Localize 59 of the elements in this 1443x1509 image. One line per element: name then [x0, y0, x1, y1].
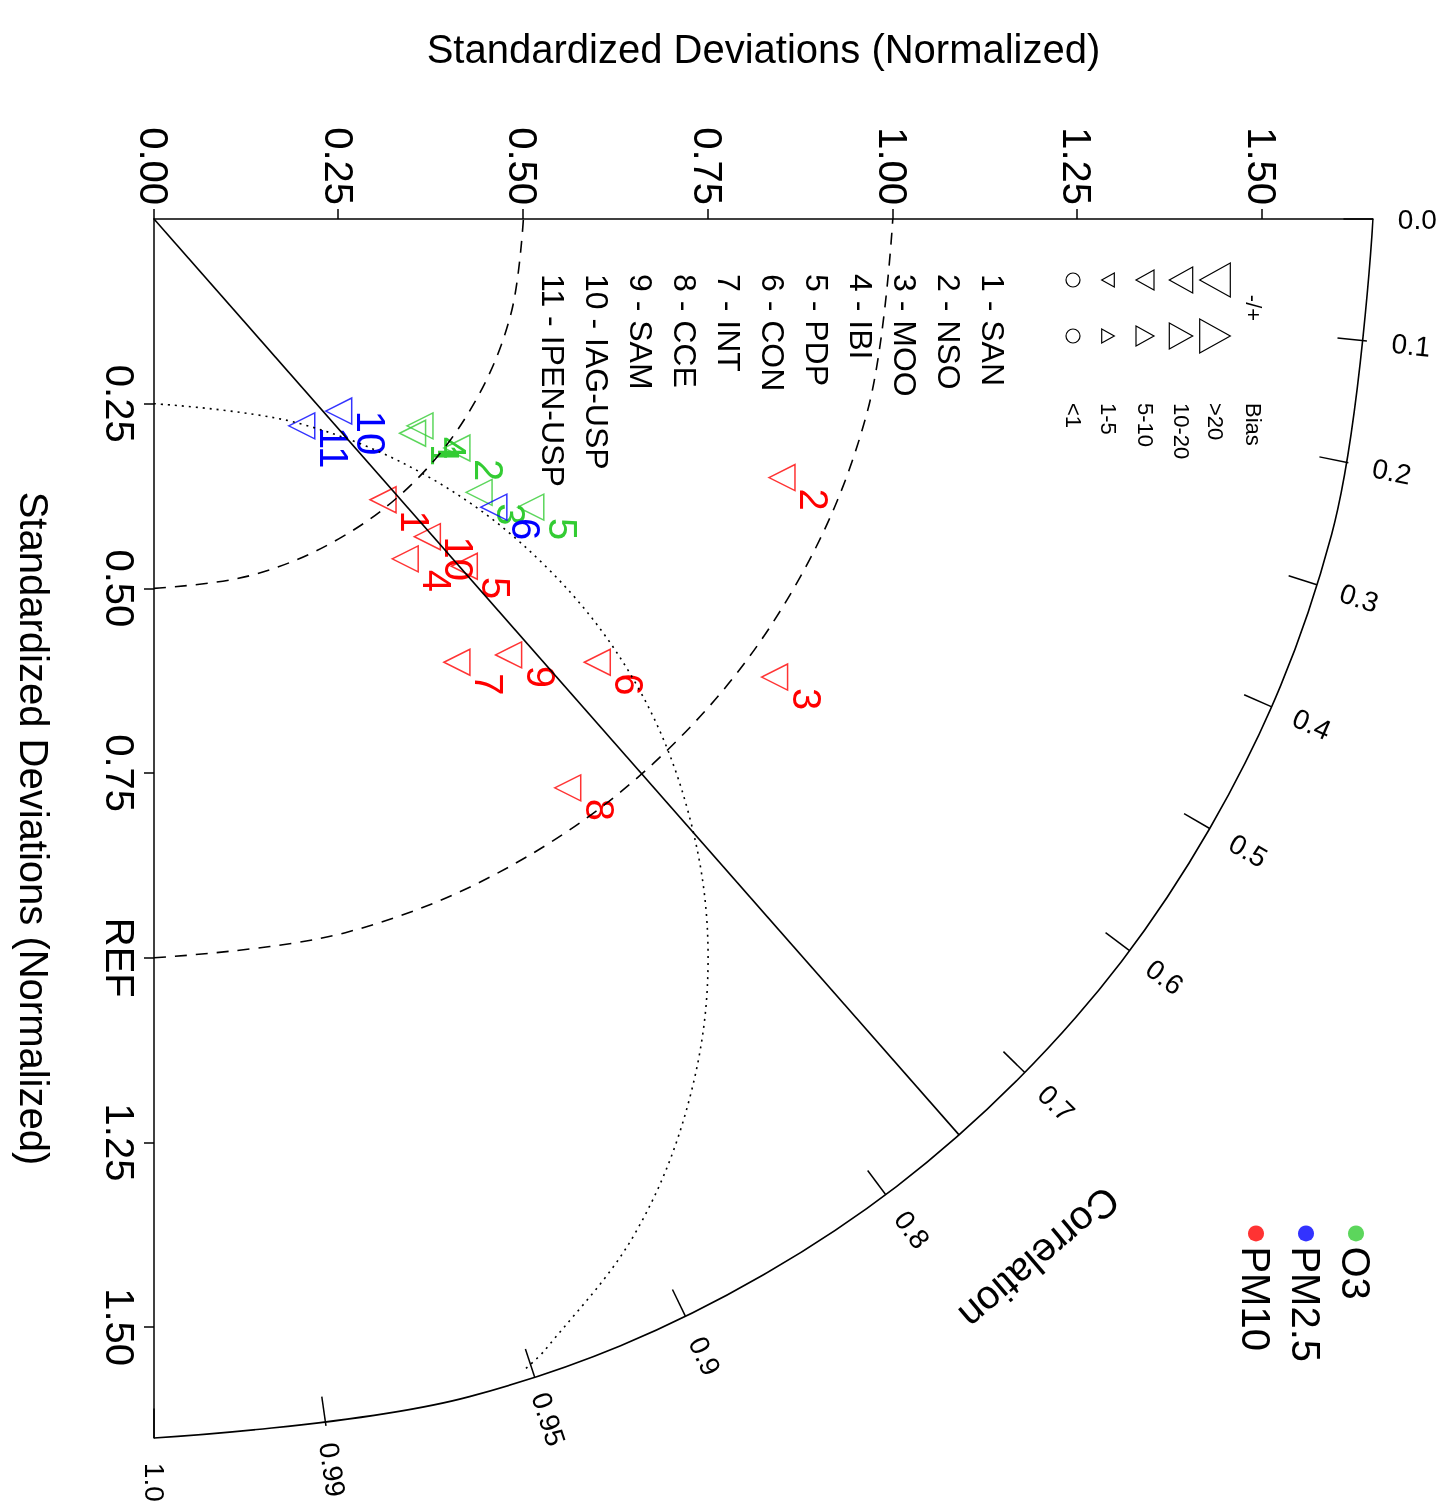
annotation: 6 — [607, 673, 652, 696]
annotation: 10-20 — [1168, 403, 1194, 460]
annotation: 3 - MOO — [887, 274, 923, 397]
y-tick-label: 0.75 — [98, 734, 142, 813]
annotation: 9 — [518, 665, 563, 689]
text: 0.0 — [1397, 203, 1437, 235]
text: 0.99 — [313, 1440, 352, 1499]
annotation: 9 - SAM — [623, 274, 659, 390]
annotation: 0.2 — [1369, 452, 1414, 491]
annotation: 2 - NSO — [931, 274, 967, 390]
annotation: 2 — [791, 488, 836, 511]
y-tick-label: 1.25 — [98, 1103, 142, 1182]
x-tick-label: 0.00 — [132, 127, 176, 205]
annotation: <1 — [1060, 403, 1086, 429]
annotation: 5 — [474, 577, 519, 600]
annotation: 10 - IAG-USP — [579, 274, 615, 470]
legend-label: PM2.5 — [1284, 1246, 1328, 1362]
y-tick-label: REF — [98, 917, 142, 998]
annotation: 7 — [466, 673, 511, 696]
text: 1.0 — [138, 1462, 170, 1502]
x-tick-label: 0.50 — [501, 127, 546, 205]
x-axis-title: Standardized Deviations (Normalized) — [426, 27, 1101, 71]
x-tick-label: 1.00 — [870, 127, 915, 205]
y-axis-title: Standardized Deviations (Normalized) — [12, 491, 56, 1166]
annotation: 2 — [466, 458, 511, 482]
annotation: 8 - CCE — [667, 274, 703, 388]
annotation: 1 - SAN — [975, 274, 1011, 387]
annotation: 5 — [540, 518, 585, 541]
annotation: 4 - IBI — [843, 274, 879, 360]
annotation: 0.8 — [887, 1204, 937, 1255]
legend-label: PM10 — [1234, 1246, 1278, 1351]
annotation: 0.7 — [1031, 1078, 1081, 1129]
annotation: >20 — [1202, 403, 1228, 441]
y-tick-label: 0.25 — [98, 364, 142, 443]
annotation: 0.3 — [1335, 577, 1383, 619]
annotation: 11 - IPEN-USP — [535, 274, 571, 487]
x-tick-label: 1.25 — [1055, 127, 1100, 205]
annotation: 0.6 — [1139, 952, 1190, 1002]
y-tick-label: 0.50 — [98, 549, 142, 628]
annotation: 0.9 — [682, 1331, 728, 1381]
annotation: 1-5 — [1095, 403, 1121, 435]
annotation: 1 — [393, 510, 438, 533]
annotation: 0.4 — [1287, 702, 1336, 747]
annotation: 3 — [784, 687, 829, 711]
y-tick-label: 1.50 — [98, 1288, 142, 1367]
annotation: 6 - CON — [755, 274, 791, 392]
x-tick-label: 1.50 — [1240, 127, 1285, 205]
annotation: 5 - PDP — [799, 274, 835, 387]
legend-label: O3 — [1334, 1246, 1378, 1300]
annotation: 0.95 — [525, 1388, 572, 1450]
annotation: 0.5 — [1223, 827, 1273, 874]
annotation: 5-10 — [1132, 403, 1158, 448]
annotation: 7 - INT — [711, 274, 747, 372]
annotation: 8 — [577, 798, 622, 821]
x-tick-label: 0.25 — [316, 127, 361, 205]
x-tick-label: 0.75 — [686, 127, 731, 205]
annotation: Bias — [1240, 403, 1266, 446]
text: 0.1 — [1390, 327, 1432, 363]
annotation: -/+ — [1240, 294, 1266, 322]
